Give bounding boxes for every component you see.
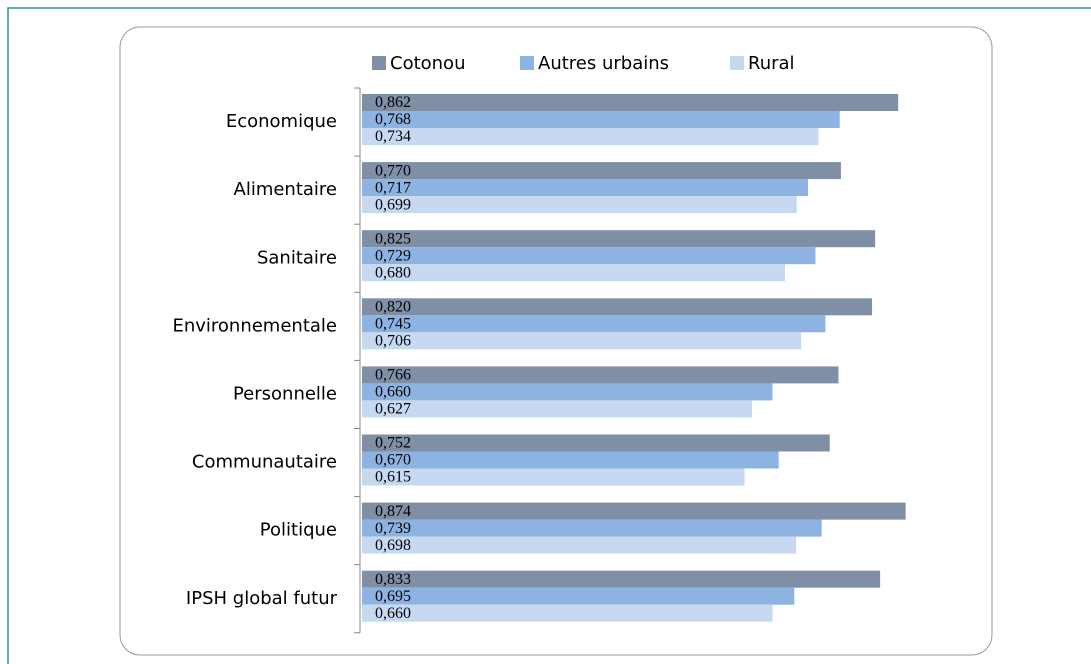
value-label: 0,627 [375, 401, 411, 418]
legend-swatch [730, 56, 744, 70]
value-label: 0,615 [375, 469, 411, 486]
bar [362, 434, 830, 452]
value-label: 0,660 [375, 384, 411, 401]
category-label: Communautaire [192, 452, 337, 473]
bar [362, 451, 779, 469]
value-label: 0,706 [375, 332, 411, 349]
bar [362, 94, 899, 111]
value-label: 0,670 [375, 452, 411, 469]
value-label: 0,660 [375, 605, 411, 622]
value-label: 0,752 [375, 435, 411, 452]
category-label: Politique [260, 520, 337, 541]
value-label: 0,768 [375, 111, 411, 128]
bar [362, 502, 906, 520]
bar [362, 128, 819, 145]
value-label: 0,729 [375, 247, 411, 264]
category-label: Alimentaire [234, 179, 338, 200]
bar [362, 519, 822, 537]
value-label: 0,825 [375, 230, 411, 247]
bar [362, 230, 876, 248]
bar [362, 332, 802, 350]
value-label: 0,698 [375, 537, 411, 554]
bar [362, 604, 773, 622]
bar [362, 536, 797, 554]
category-label: Environnementale [172, 315, 337, 336]
value-label: 0,717 [375, 179, 411, 196]
legend-label: Rural [748, 53, 795, 74]
value-label: 0,833 [375, 571, 411, 588]
bar [362, 570, 881, 588]
legend-label: Cotonou [390, 53, 465, 74]
value-label: 0,770 [375, 162, 411, 179]
value-label: 0,862 [375, 94, 411, 111]
bar [362, 247, 816, 265]
bar [362, 196, 797, 214]
bar [362, 298, 873, 316]
bar [362, 111, 840, 128]
bar [362, 366, 839, 384]
bar [362, 587, 795, 605]
value-label: 0,680 [375, 264, 411, 281]
bar [362, 468, 745, 486]
page-frame [7, 7, 1091, 664]
bar [362, 315, 826, 333]
value-label: 0,695 [375, 588, 411, 605]
bar [362, 179, 808, 197]
category-label: Personnelle [233, 383, 337, 404]
bar [362, 383, 773, 401]
category-label: IPSH global futur [186, 588, 338, 609]
category-label: Sanitaire [257, 247, 337, 268]
value-label: 0,745 [375, 315, 411, 332]
legend-swatch [372, 56, 386, 70]
value-label: 0,766 [375, 367, 411, 384]
category-label: Economique [226, 111, 337, 132]
value-label: 0,699 [375, 196, 411, 213]
legend-swatch [520, 56, 534, 70]
value-label: 0,874 [375, 503, 411, 520]
bar [362, 400, 752, 418]
value-label: 0,734 [375, 128, 411, 145]
legend-label: Autres urbains [538, 53, 669, 74]
value-label: 0,739 [375, 520, 411, 537]
bar [362, 162, 841, 180]
value-label: 0,820 [375, 298, 411, 315]
bar [362, 264, 785, 282]
